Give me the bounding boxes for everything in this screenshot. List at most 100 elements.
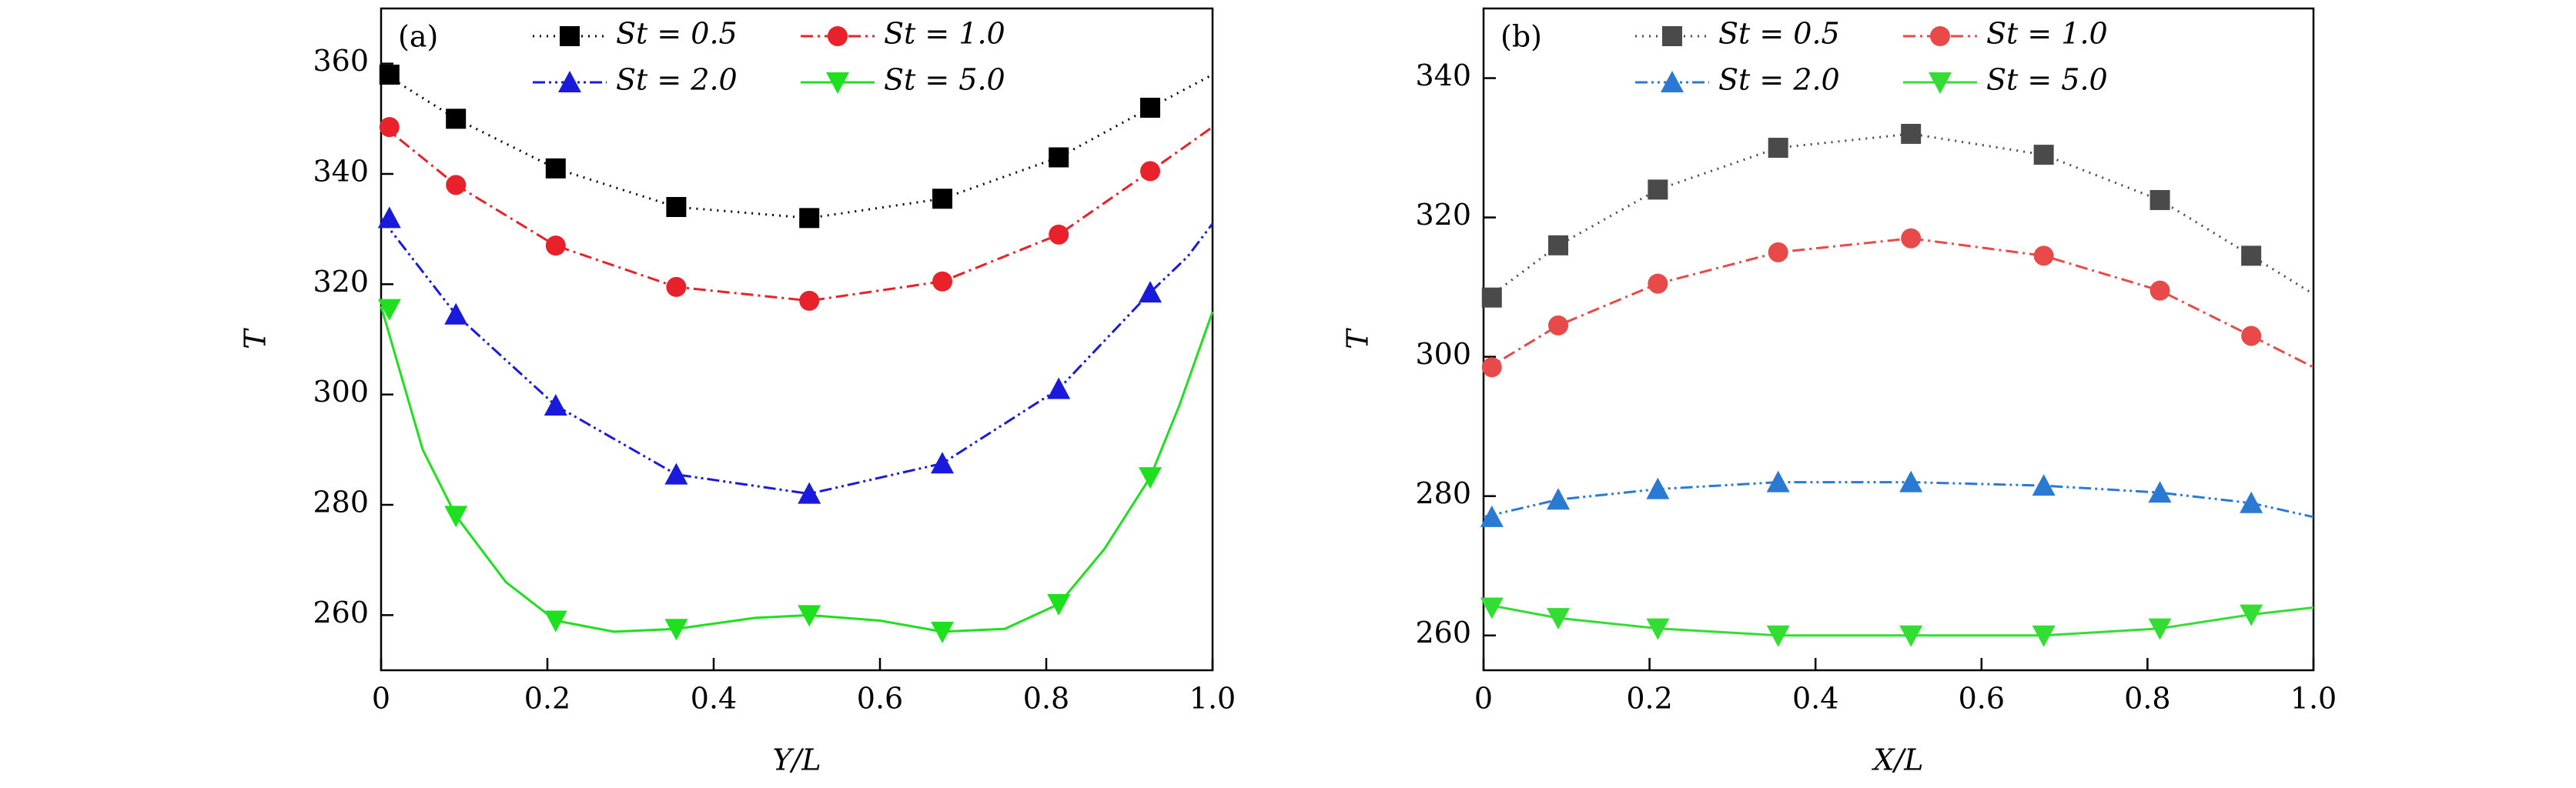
marker (2033, 145, 2054, 165)
marker (2148, 481, 2172, 503)
x-tick-label: 0.2 (524, 682, 570, 716)
marker (1648, 179, 1668, 200)
marker (2148, 618, 2172, 640)
marker (545, 235, 566, 256)
series-line (1483, 481, 2314, 519)
marker (2240, 491, 2263, 513)
marker (379, 65, 400, 85)
x-tick-label: 0.4 (1792, 682, 1838, 716)
marker (666, 197, 687, 217)
series-line (1483, 237, 2314, 372)
panel-label: (b) (1500, 20, 1542, 54)
marker (446, 109, 467, 129)
marker (1547, 488, 1571, 510)
legend-marker (828, 26, 848, 46)
x-tick-label: 1.0 (1189, 682, 1236, 716)
panel-label: (a) (398, 20, 438, 54)
y-tick-label: 340 (313, 155, 369, 189)
plot-frame (1482, 7, 2315, 672)
marker (1768, 242, 1788, 262)
x-tick-label: 0.6 (857, 682, 903, 716)
marker (799, 208, 820, 229)
legend-label: St = 0.5 (616, 17, 738, 51)
marker (1049, 147, 1069, 168)
series-line (380, 217, 1214, 496)
marker (1901, 228, 1922, 249)
x-tick-label: 0 (1474, 682, 1493, 716)
marker (1548, 235, 1569, 255)
marker (1139, 467, 1162, 489)
marker (2032, 474, 2056, 496)
marker (2241, 326, 2262, 346)
marker (2033, 245, 2054, 266)
y-tick-label: 300 (1415, 337, 1471, 371)
y-tick-label: 280 (1415, 476, 1471, 510)
legend-marker (558, 71, 581, 92)
marker (2241, 245, 2262, 266)
y-tick-label: 360 (313, 44, 369, 78)
marker (931, 452, 954, 474)
y-tick-label: 320 (313, 265, 369, 299)
x-axis-label: Y/L (772, 743, 821, 777)
marker (1481, 357, 1502, 378)
marker (1140, 98, 1160, 118)
y-tick-label: 340 (1415, 58, 1471, 92)
marker (446, 175, 467, 195)
marker (545, 158, 566, 179)
x-tick-label: 0.8 (1023, 682, 1069, 716)
legend-label: St = 0.5 (1718, 17, 1840, 51)
marker (666, 276, 687, 297)
x-tick-label: 1.0 (2290, 682, 2337, 716)
marker (2032, 625, 2056, 647)
x-axis-label: X/L (1871, 743, 1923, 777)
marker (1766, 625, 1790, 647)
series-line (380, 123, 1213, 302)
marker (379, 117, 400, 138)
legend-label: St = 1.0 (884, 17, 1005, 51)
marker (1480, 505, 1504, 527)
series-line (380, 71, 1213, 219)
marker (1547, 608, 1571, 630)
y-tick-label: 320 (1415, 198, 1471, 232)
marker (664, 619, 688, 641)
y-tick-label: 260 (1415, 616, 1471, 649)
marker (1140, 161, 1160, 182)
marker (932, 271, 952, 292)
legend-label: St = 5.0 (884, 63, 1005, 97)
marker (1049, 224, 1069, 245)
y-tick-label: 280 (313, 486, 369, 519)
marker (1480, 597, 1504, 619)
marker (377, 299, 401, 321)
series-line (1483, 132, 2314, 302)
x-tick-label: 0.8 (2124, 682, 2170, 716)
marker (1899, 625, 1923, 647)
marker (444, 506, 468, 528)
x-tick-label: 0.4 (691, 682, 737, 716)
marker (1139, 281, 1162, 303)
marker (1899, 470, 1923, 492)
marker (1768, 138, 1788, 159)
series-line (1483, 603, 2314, 637)
legend-label: St = 2.0 (616, 63, 738, 97)
marker (1047, 594, 1071, 616)
marker (798, 605, 821, 627)
y-axis-label: T (1341, 328, 1375, 349)
marker (2149, 280, 2170, 301)
legend-marker (1662, 26, 1682, 46)
marker (2149, 189, 2170, 210)
marker (1548, 315, 1569, 336)
legend-marker (1929, 72, 1952, 94)
marker (1901, 123, 1922, 144)
marker (377, 206, 401, 229)
y-tick-label: 300 (313, 375, 369, 409)
plot-frame (380, 7, 1214, 672)
marker (544, 610, 567, 633)
legend-marker (826, 72, 849, 94)
marker (1648, 273, 1668, 294)
y-axis-label: T (239, 328, 273, 349)
marker (444, 302, 468, 325)
x-tick-label: 0.2 (1626, 682, 1672, 716)
marker (1766, 470, 1790, 492)
marker (931, 621, 954, 643)
